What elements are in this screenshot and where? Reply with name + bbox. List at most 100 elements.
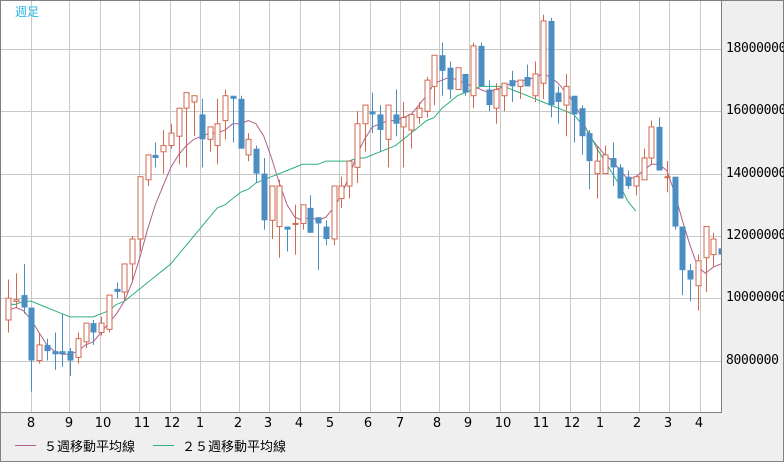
x-tick-label: 1: [595, 416, 605, 431]
candle: [602, 145, 609, 175]
x-tick-label: 11: [532, 416, 550, 431]
candle: [509, 70, 516, 102]
candle: [183, 92, 190, 168]
candle: [269, 185, 276, 240]
candle: [703, 226, 710, 292]
candle: [28, 307, 35, 392]
candle: [114, 282, 121, 299]
candle: [633, 176, 640, 196]
y-tick-label: 10000000: [726, 290, 784, 306]
candle: [44, 338, 51, 361]
candle: [501, 82, 508, 112]
candle: [524, 64, 531, 87]
legend-item-ma25: ２５週移動平均線: [153, 436, 286, 455]
y-tick-label: 18000000: [726, 41, 784, 56]
candle: [617, 164, 624, 199]
y-tick-label: 16000000: [726, 103, 784, 119]
candle: [579, 105, 586, 155]
candle: [354, 111, 361, 183]
candle: [664, 161, 671, 193]
x-tick-label: 4: [294, 416, 304, 431]
x-tick-label: 7: [395, 416, 405, 431]
candle: [393, 89, 400, 137]
candle: [331, 185, 338, 246]
candle: [13, 273, 20, 308]
candle: [323, 220, 330, 246]
x-tick-label: 3: [263, 416, 273, 431]
candle: [199, 98, 206, 168]
x-tick-label: 9: [64, 416, 74, 431]
candle: [362, 104, 369, 152]
legend-label-ma5: ５週移動平均線: [44, 440, 136, 455]
candle: [230, 95, 237, 143]
candle: [160, 129, 167, 174]
candle: [555, 86, 562, 124]
candle: [67, 348, 74, 377]
candle: [98, 316, 105, 336]
candle: [439, 42, 446, 96]
candle: [625, 170, 632, 190]
candle: [168, 123, 175, 149]
candle: [152, 142, 159, 168]
candle: [191, 95, 198, 137]
x-tick-label: 2: [233, 416, 243, 431]
x-tick-label: 9: [463, 416, 473, 431]
x-tick-label: 4: [694, 416, 704, 431]
candle: [540, 14, 547, 99]
candle: [121, 263, 128, 302]
candle: [687, 263, 694, 302]
candle: [75, 332, 82, 364]
candle: [447, 61, 454, 99]
y-tick-label: 8000000: [726, 352, 779, 368]
candle: [377, 105, 384, 152]
candle: [207, 126, 214, 152]
y-tick-label: 12000000: [726, 227, 784, 243]
candle: [478, 42, 485, 87]
candle: [695, 254, 702, 311]
candle: [222, 89, 229, 140]
candle: [656, 117, 663, 171]
x-tick-label: 10: [494, 416, 512, 431]
ma5-swatch: [15, 445, 36, 446]
candle: [307, 195, 314, 233]
x-tick-label: 1: [195, 416, 205, 431]
period-label: 週足: [15, 5, 40, 19]
candle: [532, 61, 539, 102]
candle: [292, 204, 299, 255]
x-tick-label: 8: [432, 416, 442, 431]
candle: [346, 160, 353, 199]
candle: [284, 226, 291, 252]
candle: [648, 120, 655, 165]
candle: [369, 92, 376, 134]
candle: [315, 217, 322, 271]
candle: [718, 248, 721, 255]
candle: [455, 67, 462, 90]
candle: [300, 204, 307, 230]
x-tick-label: 10: [94, 416, 112, 431]
candle: [338, 176, 345, 208]
plot-area[interactable]: [1, 1, 722, 413]
candlestick-chart: [1, 1, 721, 412]
candle: [431, 54, 438, 106]
candle: [52, 332, 59, 370]
candle: [214, 98, 221, 165]
candle: [493, 83, 500, 124]
candle: [253, 145, 260, 183]
candle: [261, 158, 268, 230]
x-tick-label: 5: [325, 416, 335, 431]
candle: [129, 235, 136, 283]
ma25-swatch: [153, 445, 175, 446]
candle: [36, 332, 43, 364]
candle: [610, 142, 617, 187]
legend-label-ma25: ２５週移動平均線: [182, 440, 287, 455]
candle: [21, 263, 28, 314]
candle: [145, 154, 152, 187]
candle: [416, 101, 423, 124]
candle: [710, 232, 717, 268]
candle: [90, 320, 97, 345]
candle: [571, 95, 578, 143]
candle: [672, 176, 679, 230]
candle: [276, 179, 283, 258]
candle: [238, 95, 245, 149]
candle: [424, 77, 431, 118]
